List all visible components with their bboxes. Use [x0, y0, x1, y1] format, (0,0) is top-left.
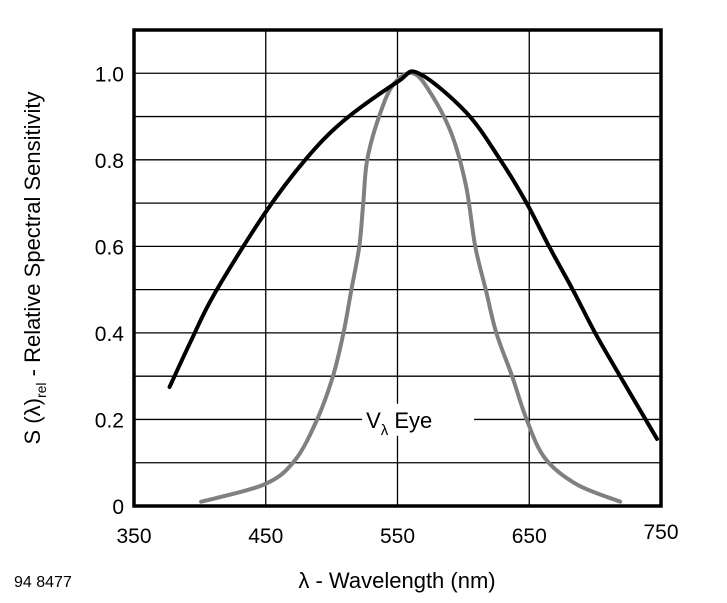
x-tick-label: 550	[380, 525, 415, 548]
y-axis-label-rest: - Relative Spectral Sensitivity	[20, 91, 45, 382]
annotation-v-lambda-eye: Vλ Eye	[362, 403, 475, 439]
x-tick-labels: 350 450 550 650 750	[116, 521, 678, 548]
y-tick-label: 0.8	[95, 150, 124, 173]
plot-frame	[132, 28, 663, 508]
x-tick-label: 750	[643, 521, 678, 544]
y-axis-label-main: S (λ)	[20, 398, 45, 444]
x-tick-label: 450	[248, 525, 283, 548]
annotation-main: V	[366, 408, 381, 433]
y-tick-label: 0.4	[95, 323, 125, 346]
y-axis-label-sub: rel	[33, 382, 49, 398]
series-lines	[167, 69, 660, 504]
y-tick-labels: 0 0.2 0.4 0.6 0.8 1.0	[95, 63, 125, 519]
series-line-v-lambda-eye	[199, 70, 623, 504]
annotation-rest: Eye	[388, 408, 432, 433]
annotation-background	[362, 403, 475, 436]
y-tick-label: 0.6	[95, 236, 124, 259]
annotation-sub: λ	[381, 422, 389, 439]
y-tick-label: 0.2	[95, 409, 124, 432]
annotation-label: Vλ Eye	[366, 408, 432, 439]
figure-code: 94 8477	[14, 574, 72, 591]
x-tick-label: 350	[116, 525, 151, 548]
x-axis-label: λ - Wavelength (nm)	[298, 568, 495, 593]
y-tick-label: 0	[112, 496, 124, 519]
x-tick-label: 650	[512, 525, 547, 548]
y-axis-label: S (λ)rel - Relative Spectral Sensitivity	[20, 91, 49, 444]
series-line-detector	[167, 69, 660, 441]
y-tick-label: 1.0	[95, 63, 124, 86]
